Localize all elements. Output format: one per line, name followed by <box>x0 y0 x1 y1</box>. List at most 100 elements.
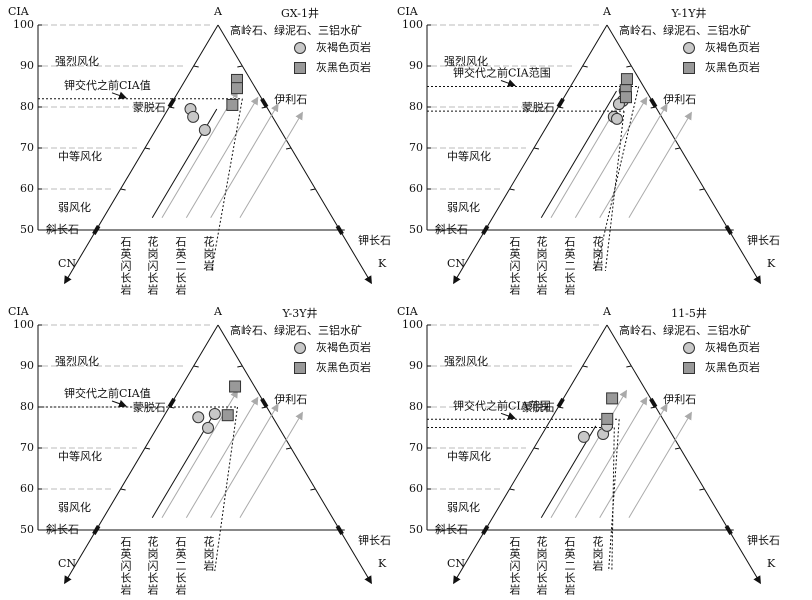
zone-label: 中等风化 <box>447 449 491 463</box>
legend-marker <box>683 42 695 54</box>
vertex-label: CN <box>447 257 465 270</box>
edge-tick <box>533 447 540 450</box>
rock-label: 石英闪长岩 <box>119 236 132 296</box>
mineral-bar <box>335 524 344 536</box>
edge-tick <box>237 365 243 368</box>
annotation: 高岭石、绿泥石、三铝水矿 <box>619 23 751 37</box>
trend-arrow <box>550 389 627 518</box>
edge-tick <box>120 488 126 491</box>
data-point <box>619 91 632 104</box>
mineral-bar <box>335 224 344 236</box>
y-tick-label: 50 <box>409 523 423 536</box>
y-tick-label: 50 <box>409 223 423 236</box>
mineral-label: 斜长石 <box>435 223 468 236</box>
data-point <box>208 407 221 420</box>
mineral-bar <box>260 97 269 108</box>
edge-tick <box>237 65 243 68</box>
zone-label: 强烈风化 <box>444 354 488 368</box>
mineral-label: 钾长石 <box>747 233 780 247</box>
mineral-bar <box>556 97 565 108</box>
y-tick-label: 100 <box>402 318 423 331</box>
edge-right <box>217 24 372 285</box>
edge-left <box>64 24 219 285</box>
data-point <box>577 430 590 443</box>
zone-label: 中等风化 <box>58 149 102 163</box>
annotation: 高岭石、绿泥石、三铝水矿 <box>619 323 751 337</box>
rock-label: 石英闪长岩 <box>508 536 521 596</box>
mineral-label: 斜长石 <box>435 523 468 536</box>
trend-arrow <box>574 96 648 218</box>
data-point <box>198 123 211 136</box>
data-point <box>221 409 234 422</box>
edge-tick <box>285 147 292 150</box>
apex-label: A <box>602 305 612 318</box>
mineral-label: 伊利石 <box>274 93 307 106</box>
y-tick-label: 90 <box>409 59 423 72</box>
panel: CIA 50 60 70 80 90 100 A CN K 11-5井高岭石、绿泥石、三铝水矿强烈风… <box>397 305 780 596</box>
y-tick-label: 50 <box>20 523 34 536</box>
mineral-bar <box>649 97 658 108</box>
rock-label: 花岗岩 <box>202 536 215 572</box>
vertex-label: K <box>767 557 776 570</box>
mineral-bar <box>724 524 733 536</box>
chart-title: 11-5井 <box>671 306 707 320</box>
vertex-label: K <box>378 557 387 570</box>
rock-label: 花岗岩 <box>591 236 604 272</box>
mineral-label: 钾长石 <box>358 233 391 247</box>
edge-tick <box>533 147 540 150</box>
edge-tick <box>144 447 151 450</box>
data-point <box>226 98 239 111</box>
rock-label: 花岗岩 <box>202 236 215 272</box>
rock-label: 花岗闪长岩 <box>535 536 548 596</box>
trend-arrow <box>550 89 627 218</box>
axis-label: CIA <box>397 5 419 18</box>
ref-pointer <box>500 412 516 420</box>
legend-marker <box>683 362 695 374</box>
panel: CIA 50 60 70 80 90 100 A CN K Y-3Y井高岭石、绿泥石、三铝水矿强烈风… <box>8 305 391 596</box>
ref-label: 钾交代之前CIA值 <box>64 78 151 92</box>
rock-label: 石英闪长岩 <box>508 236 521 296</box>
y-tick-label: 100 <box>13 18 34 31</box>
edge-tick <box>144 147 151 150</box>
apex-label: A <box>602 5 612 18</box>
mineral-bar <box>260 397 269 408</box>
mineral-bar <box>481 524 490 536</box>
legend-label: 灰褐色页岩 <box>705 40 760 54</box>
mineral-bar <box>556 397 565 408</box>
mineral-bar <box>724 224 733 236</box>
edge-tick <box>509 488 515 491</box>
trend-arrow <box>185 96 259 218</box>
edge-left <box>453 324 608 585</box>
edge-tick <box>193 65 199 68</box>
edge-tick <box>674 447 681 450</box>
trend-arrow <box>628 411 692 518</box>
mineral-bar <box>481 224 490 236</box>
mineral-label: 钾长石 <box>358 533 391 547</box>
zone-label: 弱风化 <box>58 200 91 214</box>
y-tick-label: 80 <box>20 100 34 113</box>
vertex-label: CN <box>58 257 76 270</box>
data-point <box>230 82 243 95</box>
legend-label: 灰黑色页岩 <box>705 360 760 374</box>
legend-label: 灰黑色页岩 <box>316 60 371 74</box>
chart-title: GX-1井 <box>281 6 319 20</box>
ref-projection <box>595 86 640 272</box>
ref-pointer <box>111 91 127 100</box>
edge-tick <box>509 188 515 191</box>
zone-label: 中等风化 <box>447 149 491 163</box>
data-point <box>187 110 200 123</box>
mineral-bar <box>167 97 176 108</box>
vertex-label: CN <box>58 557 76 570</box>
annotation: 高岭石、绿泥石、三铝水矿 <box>230 23 362 37</box>
rock-label: 石英二长岩 <box>563 236 576 296</box>
vertex-label: K <box>378 257 387 270</box>
zone-label: 强烈风化 <box>55 54 99 68</box>
data-point <box>192 411 205 424</box>
vertex-label: CN <box>447 557 465 570</box>
zone-label: 弱风化 <box>447 500 480 514</box>
ref-pointer <box>111 399 127 408</box>
data-point <box>606 392 619 405</box>
mineral-label: 伊利石 <box>663 393 696 406</box>
